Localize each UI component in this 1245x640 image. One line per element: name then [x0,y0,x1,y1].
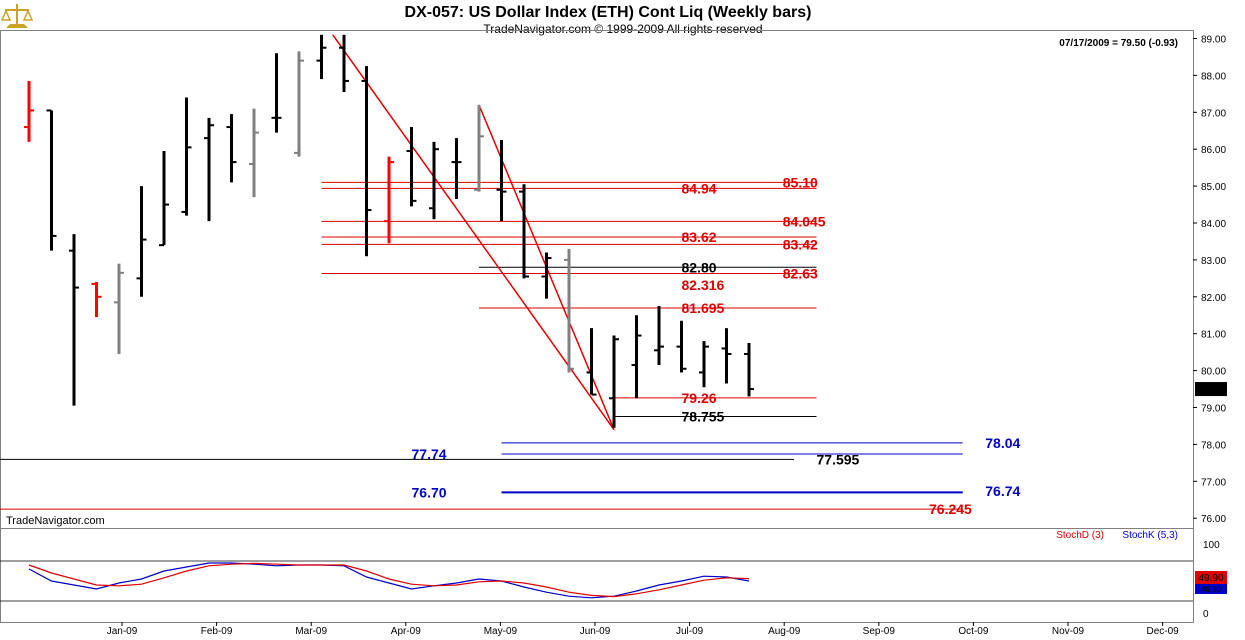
chart-subtitle: TradeNavigator.com © 1999-2009 All right… [483,22,762,36]
y-tick-label: 78.00 [1201,440,1226,451]
stochastic-panel: Jan-09 Feb-09 Mar-09 Apr-09 May-09 Jun-09 Jul-… [0,528,1227,637]
level-label: 76.70 [412,484,447,500]
ohlc-bar [271,53,282,133]
ohlc-bar [339,34,349,93]
level-label: 84.94 [682,180,717,196]
level-label: 77.595 [817,451,860,467]
stoch-series-line [28,562,750,599]
ohlc-bar [676,320,687,373]
ohlc-bar [226,114,237,183]
level-label: 84.045 [783,213,826,229]
level-label: 82.80 [682,259,717,275]
ohlc-bar [564,248,574,373]
y-tick-label: 88.00 [1201,71,1226,82]
y-tick-label: 86.00 [1201,145,1226,156]
level-label: 78.04 [985,435,1020,451]
stochd-value: 49.90 [1198,573,1223,584]
level-label: 76.245 [929,501,972,517]
level-label: 81.695 [682,300,725,316]
ohlc-bar [721,328,732,384]
y-tick-label: 89.00 [1201,35,1226,46]
x-tick-label: Aug-09 [768,626,801,637]
y-tick-label: 77.00 [1201,477,1226,488]
stochk-value: 46.90 [1201,585,1222,594]
watermark-label: TradeNavigator.com [6,515,105,527]
last-price-label: 79.50 [1198,385,1223,396]
x-tick-label: Jan-09 [107,626,138,637]
ohlc-bar [159,151,169,247]
x-tick-label: Dec-09 [1146,626,1179,637]
ohlc-bar [519,184,529,279]
y-tick-label: 82.00 [1201,293,1226,304]
level-label: 77.74 [412,446,447,462]
x-tick-label: Mar-09 [295,626,327,637]
stoch-frame [0,528,1194,623]
trading-scale-icon [0,4,34,28]
legend-stochk: StochK (5,3) [1122,530,1178,541]
level-label: 82.316 [682,277,725,293]
y-tick-label: 84.00 [1201,219,1226,230]
ohlc-bar [69,234,79,406]
y-tick-label: 85.00 [1201,182,1226,193]
price-panel: 89.00 88.00 87.00 86.00 85.00 84.00 83.00 82.00… [0,30,1227,529]
x-tick-label: Oct-09 [958,626,988,637]
x-tick-label: Jun-09 [580,626,611,637]
ohlc-bar [294,51,304,157]
y-tick-label: 87.00 [1201,108,1226,119]
x-tick-label: May-09 [484,626,518,637]
level-label: 82.63 [783,266,818,282]
ohlc-bar [631,315,642,399]
ohlc-bar [46,109,57,251]
trendline [332,34,615,431]
ohlc-bar [429,141,439,220]
ohlc-bar [136,186,147,297]
y-tick-label: 81.00 [1201,330,1226,341]
level-label: 83.62 [682,229,717,245]
stoch-y-tick: 100 [1203,540,1220,551]
level-label: 83.42 [783,236,818,252]
ohlc-bar [654,306,664,366]
ohlc-bar [181,97,192,216]
ohlc-bar [114,263,124,354]
ohlc-bar [24,80,34,142]
ohlc-bar [474,104,484,192]
ohlc-bar [316,34,327,80]
ohlc-bar [384,156,394,244]
level-label: 76.74 [985,483,1020,499]
x-tick-label: Jul-09 [676,626,704,637]
ohlc-bar [249,108,259,198]
y-tick-label: 83.00 [1201,256,1226,267]
y-tick-label: 79.00 [1201,404,1226,415]
level-label: 78.755 [682,409,725,425]
x-tick-label: Sep-09 [863,626,896,637]
x-tick-label: Apr-09 [391,626,421,637]
stochk-value-box [1195,584,1227,594]
ohlc-bar [204,117,214,222]
y-tick-label: 76.00 [1201,514,1226,525]
stochd-value-box [1195,571,1227,584]
stoch-series-line [28,562,750,598]
level-label: 79.26 [682,390,717,406]
last-price-box [1195,382,1227,397]
x-tick-label: Nov-09 [1052,626,1085,637]
stoch-y-tick: 0 [1203,609,1209,620]
level-label: 85.10 [783,174,818,190]
ohlc-bar [451,138,462,200]
ohlc-bar [541,252,552,299]
ohlc-bar [586,328,597,396]
ohlc-bar [609,335,619,428]
ohlc-bar [406,127,417,207]
ohlc-bar [496,139,507,222]
ohlc-bar [744,342,754,397]
ohlc-bar [91,282,102,318]
chart-title: DX-057: US Dollar Index (ETH) Cont Liq (… [405,4,812,21]
ohlc-bar [361,66,372,257]
legend-stochd: StochD (3) [1056,530,1104,541]
last-quote-label: 07/17/2009 = 79.50 (-0.93) [1059,38,1178,49]
x-tick-label: Feb-09 [201,626,233,637]
ohlc-bar [699,341,709,388]
y-tick-label: 80.00 [1201,367,1226,378]
